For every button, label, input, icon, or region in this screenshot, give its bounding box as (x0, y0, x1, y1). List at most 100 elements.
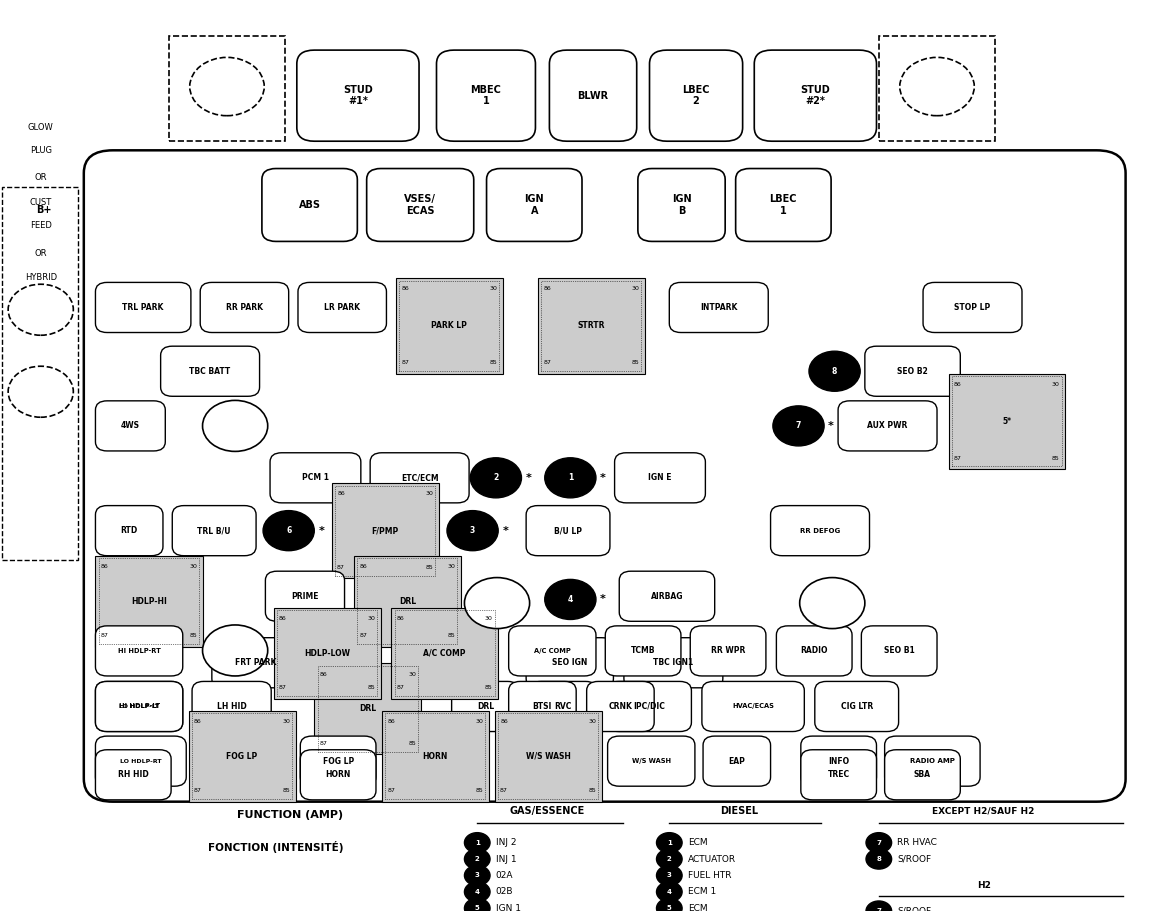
Text: *: * (828, 421, 835, 431)
Text: 87: 87 (320, 741, 327, 746)
Text: RADIO: RADIO (801, 647, 828, 655)
Text: TBC IGN1: TBC IGN1 (653, 659, 694, 667)
Text: 5: 5 (475, 906, 480, 911)
Text: 87: 87 (101, 633, 108, 639)
Text: LR PARK: LR PARK (325, 303, 360, 312)
Text: 86: 86 (338, 491, 345, 496)
Circle shape (447, 510, 498, 550)
Text: VSES/
ECAS: VSES/ ECAS (404, 194, 436, 216)
FancyBboxPatch shape (838, 401, 937, 451)
Circle shape (470, 457, 521, 497)
Text: 86: 86 (320, 671, 327, 677)
Circle shape (464, 833, 490, 853)
Text: 30: 30 (490, 286, 497, 292)
FancyBboxPatch shape (605, 626, 681, 676)
FancyBboxPatch shape (526, 638, 613, 688)
Text: 85: 85 (426, 565, 433, 570)
Text: 7: 7 (876, 908, 881, 911)
Text: H2: H2 (977, 881, 991, 890)
Text: S/ROOF: S/ROOF (897, 906, 931, 911)
Text: STOP LP: STOP LP (954, 303, 991, 312)
Text: OR: OR (35, 173, 47, 182)
Text: 4: 4 (667, 889, 672, 895)
FancyBboxPatch shape (332, 483, 439, 578)
Text: IGN 1: IGN 1 (496, 904, 520, 911)
Text: 86: 86 (194, 719, 201, 724)
Text: HORN: HORN (423, 752, 448, 761)
FancyBboxPatch shape (95, 282, 191, 333)
FancyBboxPatch shape (192, 681, 271, 732)
Circle shape (464, 882, 490, 902)
Text: 30: 30 (409, 671, 416, 677)
Text: HDLP-HI: HDLP-HI (132, 597, 166, 606)
Text: RR WPR: RR WPR (711, 647, 745, 655)
FancyBboxPatch shape (95, 736, 186, 786)
FancyBboxPatch shape (495, 711, 602, 802)
Text: 3: 3 (475, 873, 480, 878)
Text: 85: 85 (1052, 456, 1059, 461)
Text: INJ 1: INJ 1 (496, 855, 517, 864)
FancyBboxPatch shape (669, 282, 768, 333)
Text: DRL: DRL (477, 702, 494, 711)
Text: ACTUATOR: ACTUATOR (688, 855, 736, 864)
FancyBboxPatch shape (885, 736, 980, 786)
FancyBboxPatch shape (172, 506, 256, 556)
Text: 86: 86 (501, 719, 508, 724)
Text: 30: 30 (1052, 382, 1059, 387)
Text: IGN
B: IGN B (672, 194, 691, 216)
Text: 1: 1 (568, 474, 573, 482)
Text: 86: 86 (402, 286, 409, 292)
Text: 30: 30 (283, 719, 290, 724)
Text: W/S WASH: W/S WASH (632, 758, 670, 764)
Text: EXCEPT H2/SAUF H2: EXCEPT H2/SAUF H2 (932, 806, 1035, 815)
FancyBboxPatch shape (265, 571, 345, 621)
Text: STUD
#1*: STUD #1* (343, 85, 372, 107)
FancyBboxPatch shape (949, 374, 1065, 469)
Text: LBEC
1: LBEC 1 (769, 194, 797, 216)
Text: S/ROOF: S/ROOF (897, 855, 931, 864)
Circle shape (656, 833, 682, 853)
FancyBboxPatch shape (619, 571, 715, 621)
FancyBboxPatch shape (608, 681, 691, 732)
FancyBboxPatch shape (776, 626, 852, 676)
FancyBboxPatch shape (274, 608, 381, 699)
Text: 87: 87 (338, 565, 345, 570)
FancyBboxPatch shape (815, 681, 899, 732)
Text: SEO IGN: SEO IGN (552, 659, 588, 667)
Circle shape (656, 882, 682, 902)
Circle shape (8, 366, 73, 417)
FancyBboxPatch shape (314, 663, 421, 754)
Text: OR: OR (35, 249, 47, 258)
Text: IGN E: IGN E (648, 474, 672, 482)
Text: 87: 87 (388, 788, 395, 793)
FancyBboxPatch shape (95, 401, 165, 451)
Text: ECM: ECM (688, 904, 708, 911)
Circle shape (656, 849, 682, 869)
FancyBboxPatch shape (771, 506, 870, 556)
Text: FUEL HTR: FUEL HTR (688, 871, 731, 880)
Text: 86: 86 (279, 616, 286, 621)
FancyBboxPatch shape (84, 150, 1126, 802)
Text: 30: 30 (632, 286, 639, 292)
FancyBboxPatch shape (300, 750, 376, 800)
FancyBboxPatch shape (396, 278, 503, 374)
Text: 87: 87 (544, 360, 551, 365)
Text: 85: 85 (283, 788, 290, 793)
Text: 2: 2 (667, 856, 672, 862)
FancyBboxPatch shape (297, 50, 419, 141)
Text: SEO B1: SEO B1 (883, 647, 915, 655)
Circle shape (656, 898, 682, 911)
Text: 6: 6 (286, 527, 291, 535)
Text: 30: 30 (589, 719, 596, 724)
Text: DRL: DRL (399, 597, 416, 606)
Text: PLUG: PLUG (30, 146, 51, 155)
Text: 7: 7 (796, 422, 801, 430)
Text: 2: 2 (475, 856, 480, 862)
FancyBboxPatch shape (509, 626, 596, 676)
Text: ETC/ECM: ETC/ECM (400, 474, 439, 482)
Text: FUNCTION (AMP): FUNCTION (AMP) (237, 811, 343, 820)
FancyBboxPatch shape (754, 50, 876, 141)
Text: 8: 8 (876, 856, 881, 862)
Text: HORN: HORN (326, 771, 350, 779)
Text: 87: 87 (279, 685, 286, 691)
